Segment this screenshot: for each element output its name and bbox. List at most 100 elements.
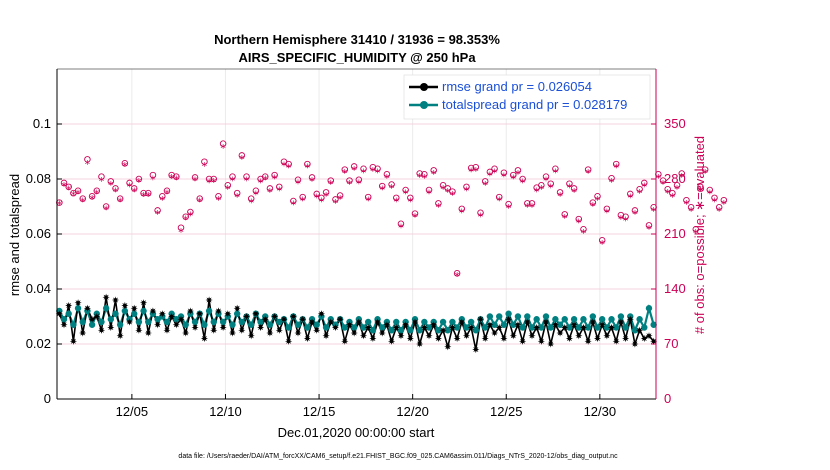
rmse-point [505, 315, 513, 323]
obs-evaluated-point: * [464, 185, 470, 198]
totalspread-point [145, 318, 152, 326]
rmse-point [495, 323, 503, 332]
totalspread-point [472, 327, 480, 334]
obs-possible-point [542, 173, 550, 180]
rmse-point [533, 323, 541, 332]
obs-possible-point [711, 194, 718, 202]
totalspread-point [70, 321, 77, 328]
rmse-point [116, 332, 124, 340]
obs-possible-point [589, 199, 597, 206]
totalspread-point [496, 313, 503, 320]
totalspread-point [257, 318, 264, 326]
y2-tick-label: 70 [664, 336, 678, 351]
obs-possible-point [402, 186, 409, 194]
rmse-point [191, 323, 199, 332]
obs-evaluated-point: * [295, 177, 301, 190]
totalspread-point [238, 318, 246, 326]
obs-possible-point [364, 193, 372, 201]
rmse-point [364, 323, 372, 332]
obs-possible-point [229, 173, 236, 180]
obs-possible-point [355, 176, 363, 184]
obs-possible-point [102, 203, 110, 210]
rmse-point [186, 307, 194, 315]
obs-possible-point [538, 182, 545, 189]
totalspread-point [547, 324, 554, 331]
obs-evaluated-point: * [674, 183, 680, 196]
obs-evaluated-point: * [277, 185, 283, 198]
totalspread-point [393, 318, 400, 326]
totalspread-point [135, 318, 143, 326]
obs-possible-point [528, 200, 536, 207]
obs-evaluated-point: * [71, 189, 77, 202]
y-tick-label: 0.06 [26, 226, 51, 241]
obs-evaluated-point: * [468, 166, 474, 179]
right-axis-ticks: 0 70 140 210 280 350 [651, 116, 686, 406]
obs-possible-point [187, 208, 194, 216]
obs-possible-point [224, 182, 232, 189]
totalspread-point [486, 313, 494, 320]
obs-evaluated-point: * [225, 183, 231, 196]
obs-possible-point [692, 226, 700, 233]
rmse-point [636, 326, 644, 334]
y-tick-label: 0.08 [26, 171, 51, 186]
obs-possible-point [416, 170, 423, 177]
totalspread-point [570, 316, 578, 323]
obs-evaluated-point: * [665, 187, 671, 200]
obs-possible-point [116, 195, 124, 202]
rmse-point [481, 334, 489, 343]
rmse-point [299, 315, 307, 323]
legend: rmse grand pr = 0.026054 totalspread gra… [403, 74, 651, 120]
obs-possible-point [631, 207, 639, 214]
obs-evaluated-point: * [253, 188, 259, 201]
obs-possible-point [322, 189, 330, 196]
obs-possible-point [163, 187, 171, 195]
obs-possible-point [612, 160, 620, 168]
totalspread-point [617, 313, 625, 320]
obs-evaluated-point: * [234, 191, 240, 204]
obs-possible-point [374, 165, 381, 173]
totalspread-point [584, 324, 592, 331]
totalspread-point [154, 316, 161, 323]
totalspread-point [276, 318, 283, 326]
obs-evaluated-point: * [450, 189, 456, 202]
rmse-point [617, 318, 625, 326]
rmse-point [74, 299, 82, 307]
rmse-point [359, 332, 368, 340]
obs-possible-point [397, 220, 405, 228]
rmse-point [378, 329, 386, 337]
totalspread-point [233, 310, 241, 317]
rmse-point [79, 329, 87, 337]
obs-possible-point [411, 210, 419, 217]
totalspread-point [575, 324, 582, 331]
totalspread-point [552, 316, 559, 323]
obs-evaluated-point: * [436, 201, 442, 214]
obs-possible-point [285, 160, 292, 168]
obs-possible-point [238, 152, 246, 159]
obs-possible-point [65, 183, 72, 191]
rmse-point [612, 337, 620, 345]
obs-possible-point [514, 167, 522, 174]
rmse-point [65, 301, 73, 310]
rmse-point [214, 307, 222, 315]
obs-possible-point [201, 158, 208, 165]
obs-possible-point [159, 193, 166, 200]
obs-possible-point [243, 173, 250, 180]
totalspread-point [505, 310, 512, 317]
rmse-point [565, 334, 573, 343]
totalspread-point [112, 310, 119, 317]
obs-evaluated-point: * [637, 187, 643, 200]
obs-evaluated-point: * [160, 194, 166, 207]
rmse-point [626, 315, 634, 323]
obs-possible-point [191, 174, 199, 181]
rmse-point [285, 337, 293, 345]
chart-subtitle: AIRS_SPECIFIC_HUMIDITY @ 250 hPa [238, 50, 476, 65]
obs-possible-point [477, 209, 484, 217]
obs-possible-point [112, 185, 119, 192]
obs-possible-point [215, 193, 222, 200]
obs-possible-point [486, 168, 494, 176]
obs-evaluated-point: * [642, 181, 648, 194]
rmse-point [177, 315, 185, 323]
obs-evaluated-point: * [394, 196, 400, 209]
obs-possible-point [683, 196, 690, 204]
obs-evaluated-point: * [220, 142, 226, 155]
